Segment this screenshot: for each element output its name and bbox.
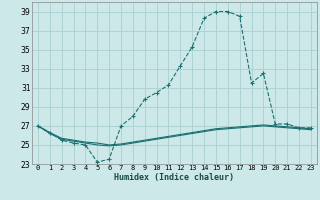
X-axis label: Humidex (Indice chaleur): Humidex (Indice chaleur) [115,173,234,182]
